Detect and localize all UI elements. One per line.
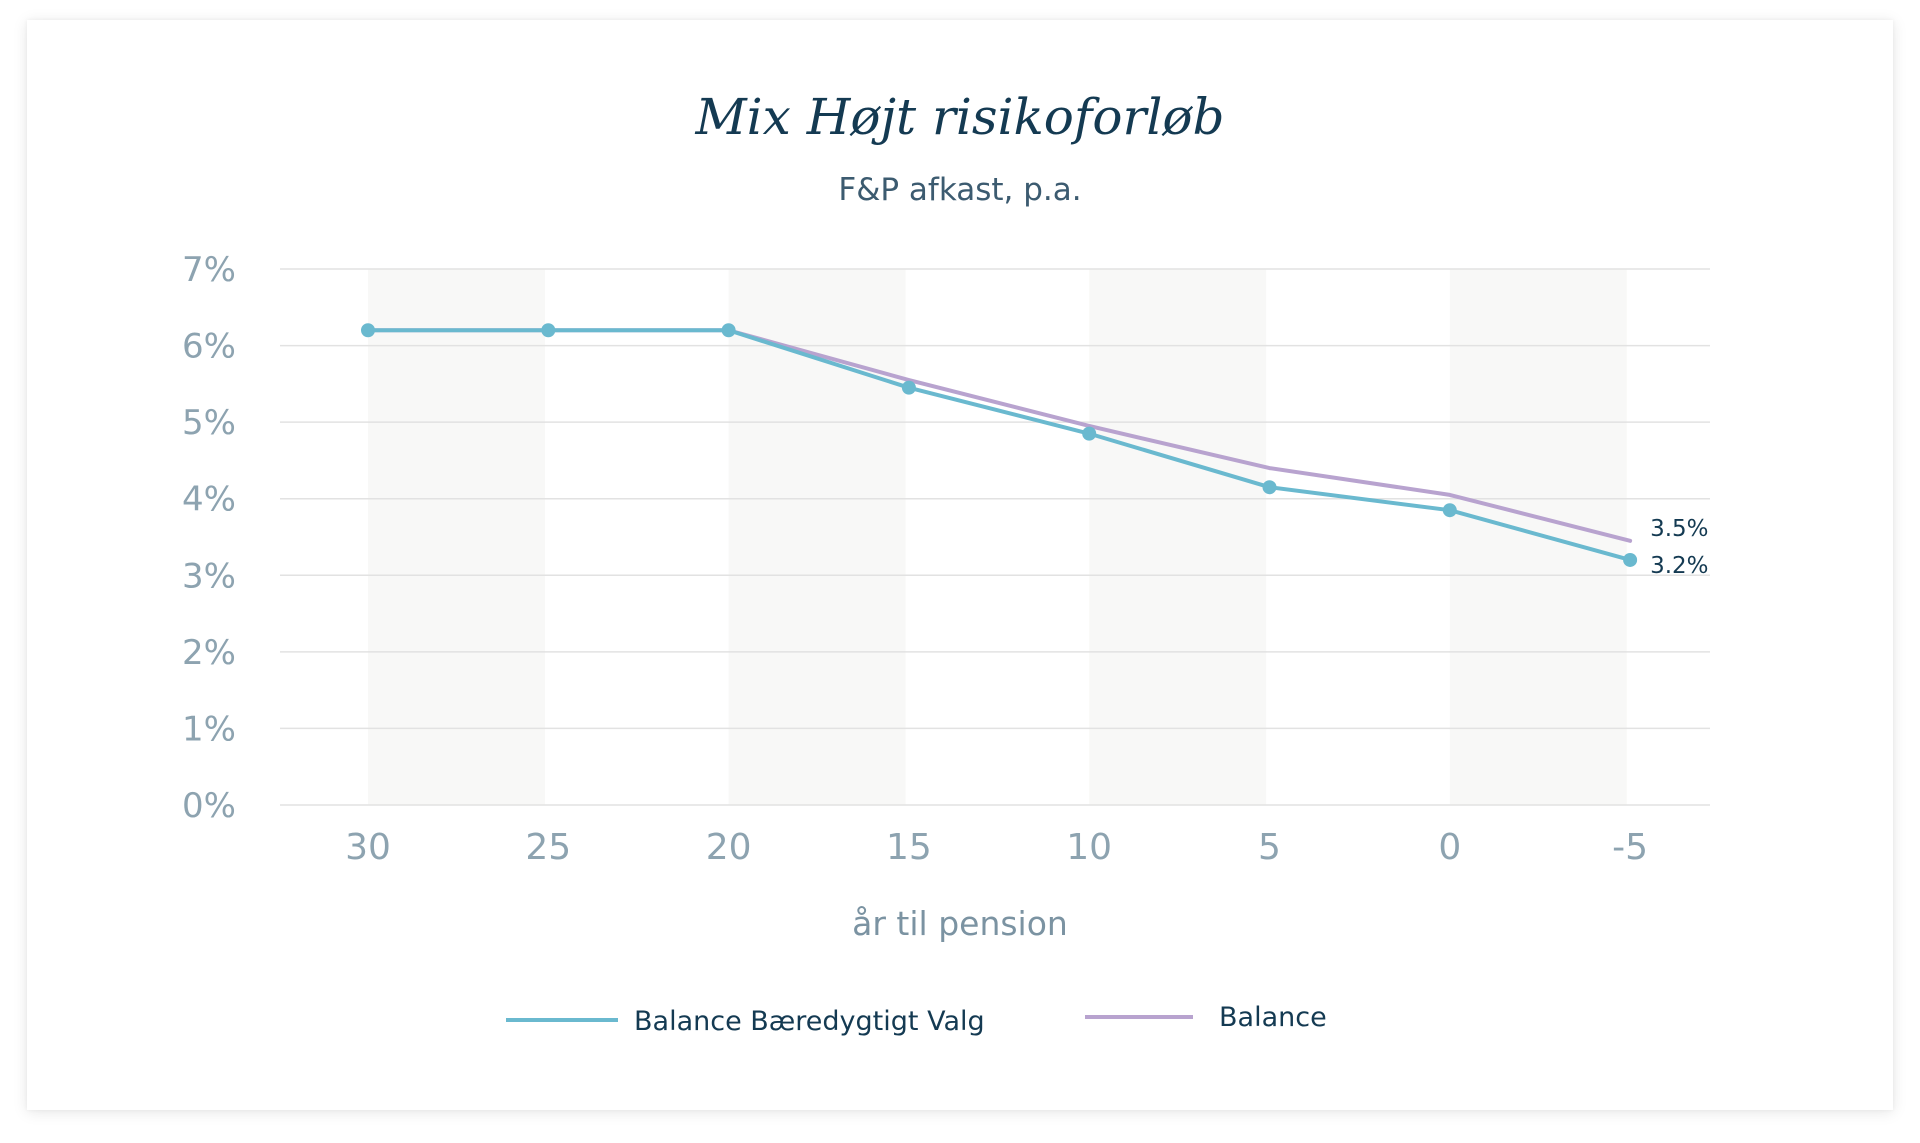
- x-tick-label: -5: [1612, 827, 1648, 868]
- x-axis-ticks: 30 25 20 15 10 5 0 -5: [345, 827, 1648, 868]
- x-tick-label: 20: [706, 827, 752, 868]
- data-point: [1442, 503, 1457, 518]
- y-tick-label: 2%: [182, 633, 236, 673]
- data-point: [901, 380, 916, 395]
- x-tick-label: 10: [1066, 827, 1112, 868]
- y-axis-ticks: 0% 1% 2% 3% 4% 5% 6% 7%: [182, 250, 236, 826]
- data-point: [541, 323, 556, 338]
- data-point: [1623, 552, 1638, 567]
- column-band: [1089, 269, 1267, 805]
- column-bands: [368, 269, 1627, 805]
- end-labels: 3.5% 3.2%: [1650, 516, 1708, 579]
- y-tick-label: 3%: [182, 556, 236, 596]
- y-tick-label: 0%: [182, 786, 236, 826]
- legend-label: Balance Bæredygtigt Valg: [634, 1006, 985, 1037]
- y-tick-label: 6%: [182, 327, 236, 367]
- y-tick-label: 1%: [182, 709, 236, 749]
- y-tick-label: 5%: [182, 403, 236, 443]
- data-point: [721, 323, 736, 338]
- end-value-label: 3.2%: [1650, 553, 1708, 579]
- column-band: [368, 269, 545, 805]
- series-layer: [361, 323, 1638, 567]
- x-tick-label: 5: [1258, 827, 1281, 868]
- column-band: [728, 269, 906, 805]
- x-axis-label: år til pension: [852, 904, 1068, 943]
- series-line: [366, 328, 1633, 562]
- y-tick-label: 4%: [182, 480, 236, 520]
- legend: Balance Bæredygtigt Valg Balance: [506, 1002, 1327, 1037]
- data-point: [1082, 426, 1097, 441]
- chart-subtitle: F&P afkast, p.a.: [838, 172, 1082, 208]
- x-tick-label: 0: [1438, 827, 1461, 868]
- x-tick-label: 25: [525, 827, 571, 868]
- data-point: [1262, 480, 1277, 495]
- end-value-label: 3.5%: [1650, 516, 1708, 542]
- chart-title: Mix Højt risikoforløb: [695, 88, 1225, 146]
- column-band: [1449, 269, 1627, 805]
- data-point: [361, 323, 375, 338]
- x-tick-label: 15: [886, 827, 932, 868]
- legend-label: Balance: [1219, 1002, 1327, 1033]
- x-tick-label: 30: [345, 827, 391, 868]
- y-tick-label: 7%: [182, 250, 236, 290]
